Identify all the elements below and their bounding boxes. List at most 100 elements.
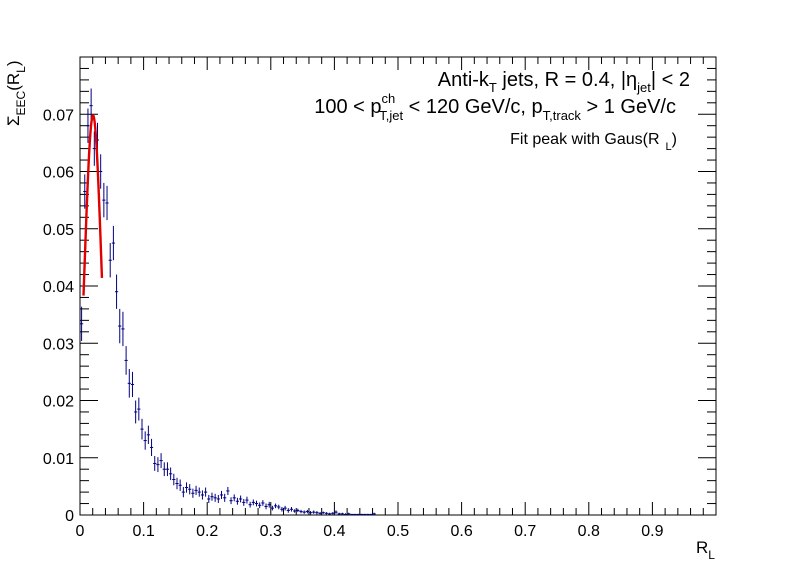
data-point — [219, 490, 224, 499]
data-point — [143, 431, 147, 450]
data-point — [184, 482, 189, 493]
data-point — [261, 500, 265, 506]
data-point — [204, 487, 208, 497]
data-point — [356, 513, 360, 515]
data-point — [363, 513, 367, 515]
data-point — [347, 512, 351, 515]
data-point — [194, 485, 198, 495]
data-point — [366, 513, 370, 515]
x-tick-label: 0.9 — [641, 523, 663, 540]
data-point — [188, 484, 192, 495]
data-point — [232, 494, 236, 502]
data-point — [312, 510, 316, 514]
data-point — [159, 453, 163, 469]
data-point — [137, 397, 141, 421]
data-point — [172, 473, 176, 486]
x-tick-label: 0.8 — [578, 523, 600, 540]
data-point — [99, 154, 103, 189]
data-point — [264, 503, 268, 510]
y-tick-label: 0.02 — [43, 394, 74, 411]
data-point — [302, 510, 306, 514]
data-point — [86, 108, 90, 143]
data-point — [114, 274, 119, 309]
data-point — [258, 502, 262, 509]
y-tick-label: 0.07 — [43, 107, 74, 124]
x-tick-label: 0.7 — [514, 523, 536, 540]
data-point — [299, 509, 303, 514]
data-point — [178, 479, 182, 491]
data-point — [359, 513, 364, 515]
data-point — [92, 131, 96, 166]
data-point — [286, 508, 290, 513]
data-point — [223, 493, 227, 502]
data-points — [80, 88, 376, 515]
annotation-fit-description: Fit peak with Gaus(R L) — [510, 131, 677, 153]
data-point — [296, 508, 300, 513]
data-point — [343, 513, 348, 515]
data-point — [337, 512, 341, 515]
data-point — [229, 497, 233, 505]
data-point — [331, 512, 335, 515]
data-point — [121, 311, 125, 347]
data-point — [254, 500, 259, 507]
data-point — [242, 498, 246, 506]
data-point — [340, 512, 344, 515]
data-point — [175, 477, 179, 490]
y-tick-label: 0 — [65, 508, 74, 525]
data-point — [108, 243, 112, 278]
gaussian-fit — [82, 113, 104, 296]
data-point — [369, 513, 373, 515]
data-point — [105, 185, 109, 221]
data-point — [111, 225, 115, 261]
data-point — [315, 510, 319, 515]
data-point — [324, 512, 329, 515]
data-point — [210, 492, 214, 501]
data-point — [334, 510, 338, 514]
data-point — [350, 513, 354, 515]
x-axis-ticks: 0 0.1 0.2 0.3 0.4 0.5 0.6 0.7 0.8 0.9 — [76, 57, 717, 540]
data-point — [197, 487, 201, 497]
annotation-kinematic-cuts: 100 < pch T,jet < 120 GeV/c, pT,track > 1… — [314, 91, 676, 123]
x-tick-label: 0.3 — [260, 523, 282, 540]
x-tick-label: 0 — [76, 523, 85, 540]
data-point — [153, 456, 157, 471]
data-point — [165, 462, 170, 477]
data-point — [127, 369, 131, 398]
data-point — [353, 513, 357, 515]
data-point — [83, 174, 87, 209]
data-point — [372, 512, 376, 515]
data-point — [293, 509, 297, 513]
x-tick-label: 0.5 — [387, 523, 409, 540]
data-point — [280, 506, 284, 512]
data-point — [134, 400, 138, 424]
data-point — [305, 509, 309, 514]
data-point — [149, 438, 154, 457]
data-point — [207, 494, 211, 503]
data-point — [130, 371, 135, 398]
data-point — [321, 511, 325, 514]
x-tick-label: 0.4 — [323, 523, 345, 540]
data-point — [328, 512, 332, 515]
y-tick-label: 0.04 — [43, 279, 74, 296]
data-point — [181, 486, 185, 498]
x-tick-label: 0.2 — [196, 523, 218, 540]
data-point — [191, 488, 195, 498]
data-point — [200, 490, 205, 500]
y-tick-label: 0.03 — [43, 336, 74, 353]
data-point — [235, 497, 239, 505]
data-point — [80, 306, 84, 341]
annotation-jet-definition: Anti-kT jets, R = 0.4, |ηjet| < 2 — [438, 69, 690, 95]
x-tick-label: 0.1 — [132, 523, 154, 540]
data-point — [213, 493, 217, 502]
y-tick-label: 0.01 — [43, 451, 74, 468]
data-point — [277, 504, 281, 510]
data-point — [318, 512, 322, 515]
data-point — [251, 499, 255, 506]
data-point — [283, 505, 287, 511]
data-point — [124, 346, 128, 375]
x-axis-title: RL — [696, 538, 715, 562]
y-axis-ticks: 0 0.01 0.02 0.03 0.04 0.05 0.06 0.07 — [43, 56, 716, 525]
data-point — [162, 462, 166, 477]
